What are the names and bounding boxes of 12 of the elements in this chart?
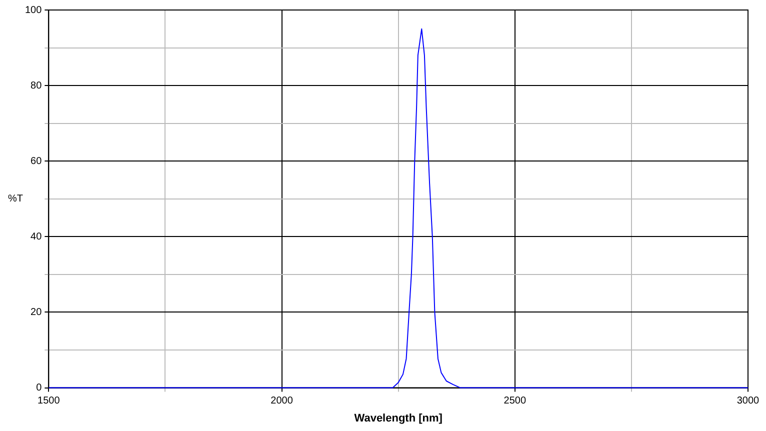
x-tick-label: 2000 (270, 396, 294, 407)
x-tick-label: 1500 (38, 396, 60, 407)
x-tick-label: 2500 (504, 396, 526, 407)
y-axis-title: %T (8, 194, 23, 205)
x-tick-label: 3000 (736, 396, 760, 407)
y-tick-label: 100 (24, 4, 42, 16)
y-tick-label: 80 (30, 80, 42, 92)
y-tick-label: 20 (30, 306, 42, 318)
x-axis-title: Wavelength [nm] (354, 412, 443, 424)
y-tick-label: 40 (30, 231, 42, 242)
y-tick-label: 60 (30, 156, 42, 167)
y-tick-label: 0 (36, 382, 42, 394)
